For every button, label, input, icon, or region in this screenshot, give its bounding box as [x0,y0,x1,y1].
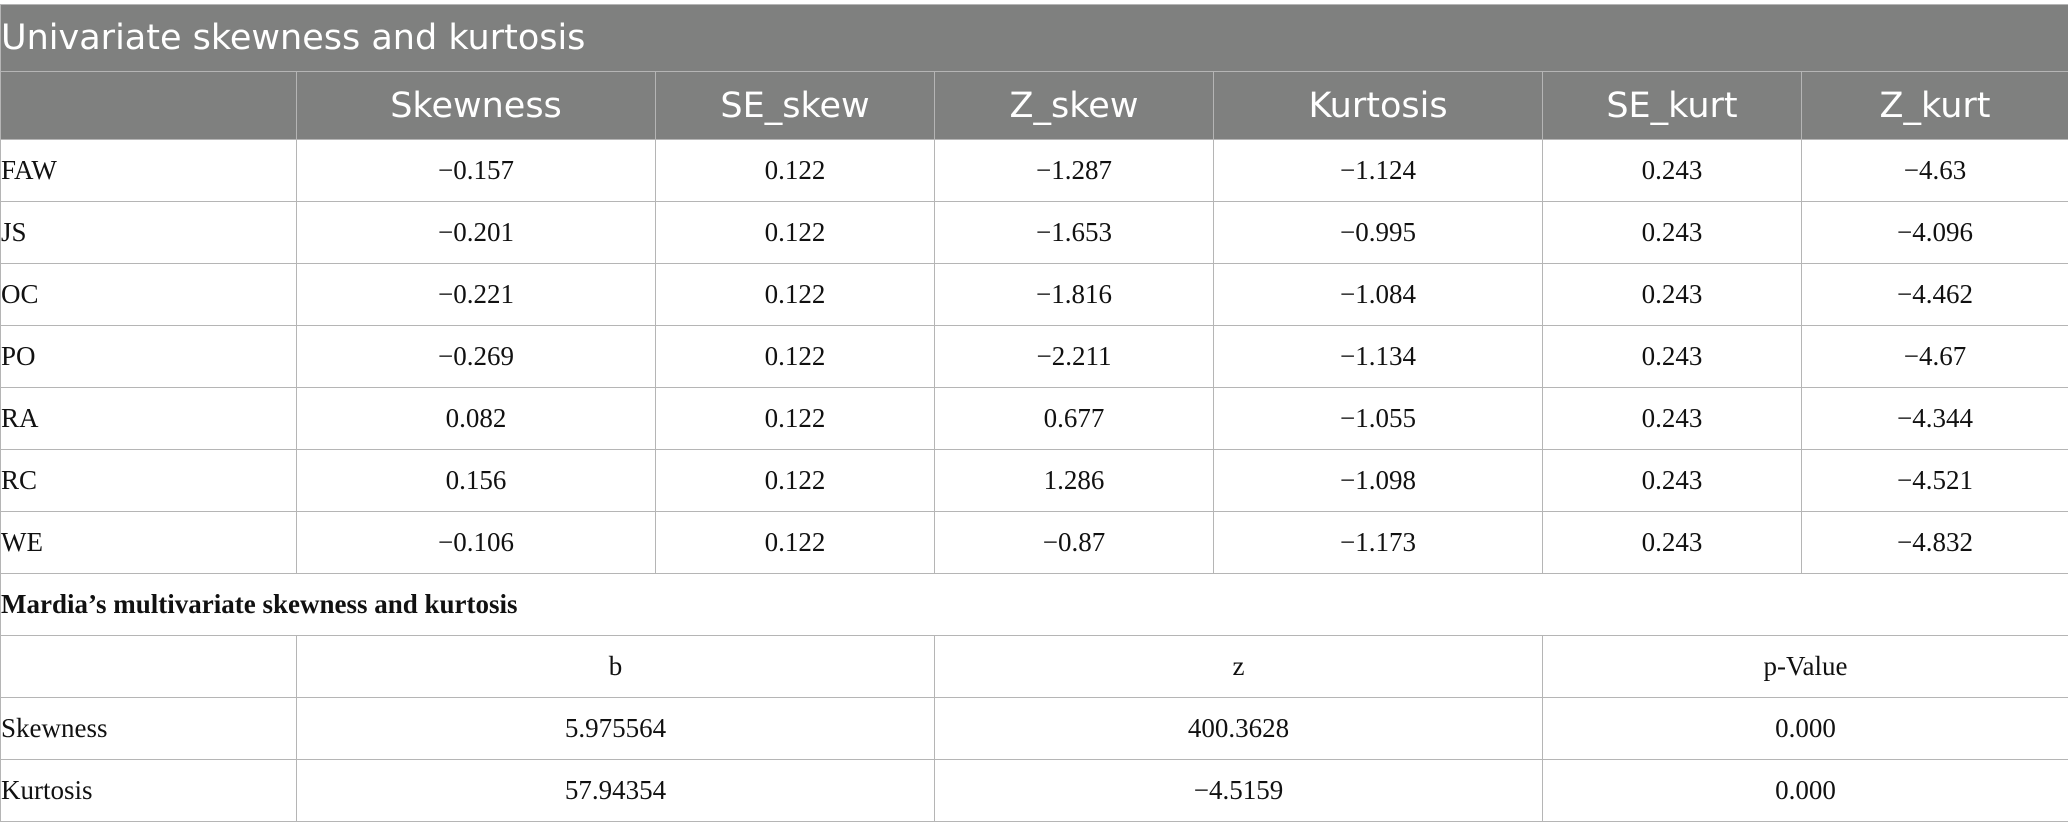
table-cell: −1.098 [1213,449,1543,512]
table-title-row: Univariate skewness and kurtosis [0,4,2068,72]
table-cell: −0.995 [1213,201,1543,264]
column-header: Z_skew [934,71,1214,140]
table-cell: −4.096 [1800,201,2068,264]
table-cell: −0.87 [934,511,1214,574]
table-cell: −0.221 [296,263,656,326]
mardia-row: Kurtosis 57.94354 −4.5159 0.000 [0,759,2068,822]
table-cell: −4.462 [1800,263,2068,326]
table-cell: 400.3628 [934,697,1543,760]
table-cell: −4.832 [1800,511,2068,574]
table-row: OC −0.221 0.122 −1.816 −1.084 0.243 −4.462 [0,263,2068,326]
table-cell: −1.287 [934,139,1214,202]
mardia-column-header [0,635,297,698]
table-cell: 0.243 [1542,449,1802,512]
column-header: Z_kurt [1800,71,2068,140]
row-label: Kurtosis [0,759,297,822]
table-cell: 0.243 [1542,263,1802,326]
table-cell: −4.5159 [934,759,1543,822]
table-row: PO −0.269 0.122 −2.211 −1.134 0.243 −4.67 [0,325,2068,388]
table-cell: −4.344 [1800,387,2068,450]
row-label: RC [0,449,297,512]
table-cell: 57.94354 [296,759,935,822]
row-label: FAW [0,139,297,202]
table-cell: −1.124 [1213,139,1543,202]
table-cell: 0.122 [655,139,935,202]
table-cell: −4.67 [1800,325,2068,388]
row-label: Skewness [0,697,297,760]
mardia-column-header: p-Value [1541,635,2068,698]
table-cell: −2.211 [934,325,1214,388]
table-cell: −1.055 [1213,387,1543,450]
row-label: RA [0,387,297,450]
column-header: SE_kurt [1542,71,1802,140]
table-cell: 0.122 [655,387,935,450]
table-cell: −0.106 [296,511,656,574]
table-title: Univariate skewness and kurtosis [0,4,2068,72]
table-row: WE −0.106 0.122 −0.87 −1.173 0.243 −4.832 [0,511,2068,574]
mardia-header-row: b z p-Value [0,635,2068,698]
statistics-table: Univariate skewness and kurtosis Skewnes… [0,4,2068,822]
column-header: SE_skew [655,71,935,140]
column-header: Kurtosis [1213,71,1543,140]
table-cell: 0.243 [1542,325,1802,388]
table-cell: 0.156 [296,449,656,512]
section-title-row: Mardia’s multivariate skewness and kurto… [0,573,2068,636]
table-cell: 0.122 [655,325,935,388]
table-cell: 0.122 [655,201,935,264]
table-cell: −0.201 [296,201,656,264]
table-cell: 0.000 [1541,697,2068,760]
table-cell: −1.816 [934,263,1214,326]
table-cell: −4.63 [1800,139,2068,202]
table-cell: 0.243 [1542,387,1802,450]
table-cell: 0.243 [1542,139,1802,202]
table-cell: 0.243 [1542,201,1802,264]
table-cell: 0.122 [655,511,935,574]
column-header [0,71,297,140]
table-cell: 0.243 [1542,511,1802,574]
row-label: OC [0,263,297,326]
row-label: JS [0,201,297,264]
table-row: RC 0.156 0.122 1.286 −1.098 0.243 −4.521 [0,449,2068,512]
row-label: PO [0,325,297,388]
table-cell: −1.084 [1213,263,1543,326]
table-cell: 5.975564 [296,697,935,760]
table-cell: −1.134 [1213,325,1543,388]
table-cell: 1.286 [934,449,1214,512]
table-cell: −4.521 [1800,449,2068,512]
table-cell: −1.173 [1213,511,1543,574]
table-cell: −0.157 [296,139,656,202]
section-title: Mardia’s multivariate skewness and kurto… [0,573,2068,636]
table-cell: 0.000 [1541,759,2068,822]
table-row: RA 0.082 0.122 0.677 −1.055 0.243 −4.344 [0,387,2068,450]
table-row: JS −0.201 0.122 −1.653 −0.995 0.243 −4.096 [0,201,2068,264]
mardia-column-header: z [934,635,1543,698]
mardia-column-header: b [296,635,935,698]
table-row: FAW −0.157 0.122 −1.287 −1.124 0.243 −4.63 [0,139,2068,202]
table-cell: 0.677 [934,387,1214,450]
column-header-row: Skewness SE_skew Z_skew Kurtosis SE_kurt… [0,71,2068,140]
column-header: Skewness [296,71,656,140]
row-label: WE [0,511,297,574]
table-cell: 0.122 [655,263,935,326]
table-cell: −0.269 [296,325,656,388]
table-cell: 0.082 [296,387,656,450]
table-cell: −1.653 [934,201,1214,264]
table-cell: 0.122 [655,449,935,512]
mardia-row: Skewness 5.975564 400.3628 0.000 [0,697,2068,760]
